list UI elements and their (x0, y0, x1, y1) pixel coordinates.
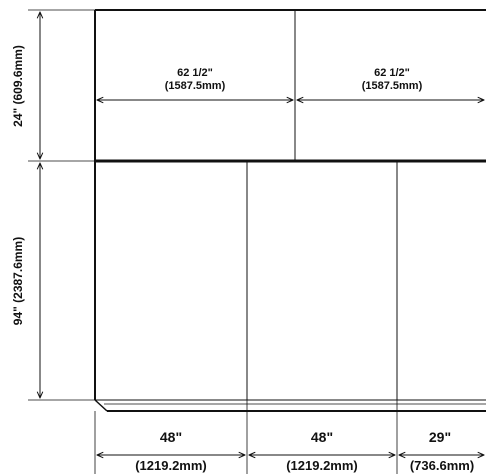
bottom-2-inches-label: 48" (311, 429, 333, 445)
lower-height-label: 94" (2387.6mm) (11, 237, 25, 325)
extension-lines (28, 9, 398, 474)
frame (94, 9, 486, 412)
bottom-1-mm-label: (1219.2mm) (135, 458, 207, 473)
bottom-3-inches-label: 29" (429, 429, 451, 445)
bottom-3-mm-label: (736.6mm) (410, 458, 474, 473)
upper-height-label: 24" (609.6mm) (11, 45, 25, 127)
bottom-2-mm-label: (1219.2mm) (286, 458, 358, 473)
top-right-inches-label: 62 1/2" (374, 67, 410, 79)
base-bevel (94, 399, 108, 412)
bottom-1-inches-label: 48" (160, 429, 182, 445)
top-left-mm-label: (1587.5mm) (165, 80, 226, 92)
top-left-inches-label: 62 1/2" (177, 67, 213, 79)
top-right-mm-label: (1587.5mm) (362, 80, 423, 92)
